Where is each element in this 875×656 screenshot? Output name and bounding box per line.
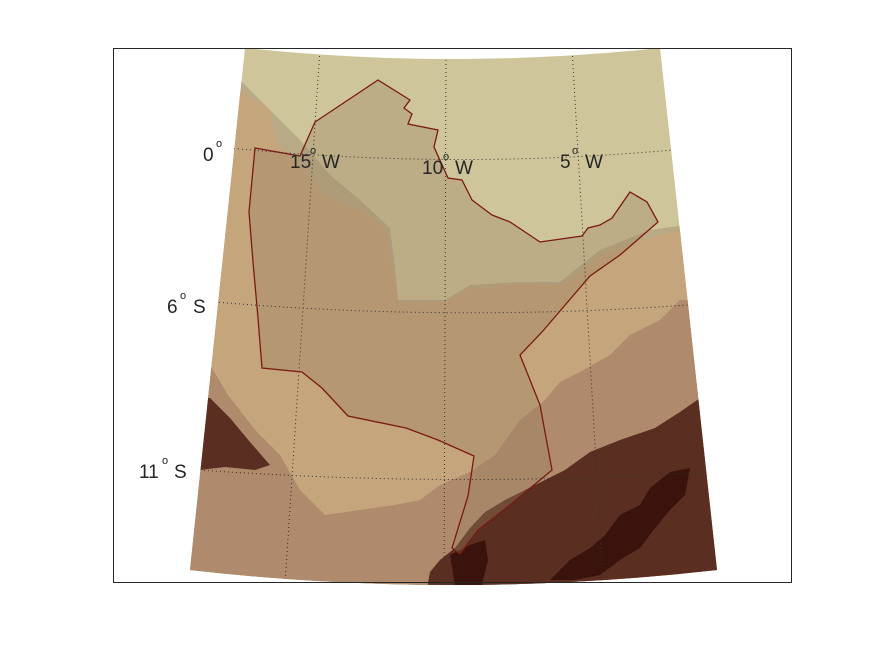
parallel-label-11s-deg: 11 [139,462,159,483]
elevation-layer [190,48,717,585]
parallel-label-6s-dir: S [193,297,206,318]
graticule [199,48,706,585]
meridian-label-15w-deg: 15 [290,152,311,173]
meridian-10w [443,48,447,585]
parallel-label-6s: 6 o S [167,290,206,318]
parallel-label-11s-dir: S [174,462,187,483]
degree-symbol: o [180,290,186,302]
parallel-label-6s-deg: 6 [167,297,178,318]
parallel-6s [214,301,689,314]
meridian-label-5w: 5 o W [560,145,603,173]
region-level-6-south [450,540,488,585]
country-boundary [248,79,659,555]
region-level-6 [550,468,690,580]
region-level-5-west [190,398,270,470]
meridian-labels: 15 o W 10 o W 5 o W [290,145,603,179]
degree-symbol: o [443,151,449,163]
meridian-label-10w-deg: 10 [422,158,443,179]
parallel-label-11s: 11 o S [139,455,187,483]
meridian-label-15w: 15 o W [290,145,340,173]
meridian-15w [283,48,321,585]
meridian-label-10w-dir: W [455,158,473,179]
meridian-label-5w-deg: 5 [560,152,571,173]
parallel-0 [229,147,673,161]
parallel-label-0: 0 o [203,138,222,166]
axes-frame [113,48,792,583]
meridian-label-15w-dir: W [322,152,340,173]
degree-symbol: o [216,138,222,150]
meridian-label-10w: 10 o W [422,151,473,179]
meridian-5w [571,48,605,585]
meridian-label-5w-dir: W [585,152,603,173]
region-level-5 [425,398,717,585]
degree-symbol: o [162,455,168,467]
parallel-11s [199,469,706,481]
degree-symbol: o [310,145,316,157]
parallel-labels: 0 o 6 o S 11 o S [139,138,222,483]
degree-symbol: o [572,145,578,157]
parallel-label-0-deg: 0 [203,145,214,166]
